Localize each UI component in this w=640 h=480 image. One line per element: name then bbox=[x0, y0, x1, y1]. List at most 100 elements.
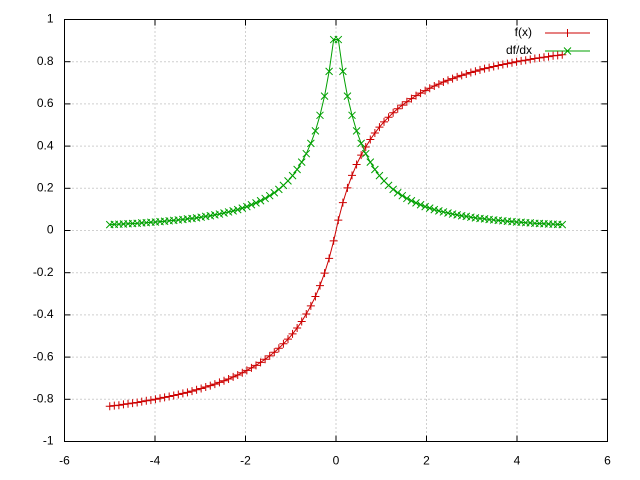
marker bbox=[151, 395, 160, 404]
marker bbox=[439, 208, 448, 216]
marker bbox=[526, 55, 535, 64]
marker bbox=[444, 209, 452, 217]
marker bbox=[105, 402, 114, 411]
marker bbox=[206, 381, 215, 390]
marker bbox=[247, 363, 256, 372]
marker bbox=[407, 196, 416, 205]
marker bbox=[402, 97, 411, 106]
marker bbox=[393, 188, 402, 197]
marker bbox=[462, 69, 471, 78]
marker bbox=[119, 400, 128, 409]
marker bbox=[320, 269, 329, 278]
x-tick-label: -6 bbox=[59, 454, 70, 468]
marker bbox=[311, 127, 320, 135]
marker bbox=[211, 211, 219, 219]
x-tick-label: 6 bbox=[604, 454, 611, 468]
x-tick-label: 4 bbox=[514, 454, 521, 468]
marker bbox=[206, 211, 215, 220]
marker bbox=[398, 191, 407, 200]
marker bbox=[366, 158, 375, 166]
marker bbox=[334, 216, 343, 225]
marker bbox=[215, 210, 224, 218]
marker bbox=[293, 165, 301, 174]
series-line bbox=[109, 54, 563, 407]
marker bbox=[475, 65, 484, 74]
marker bbox=[535, 53, 544, 62]
marker bbox=[320, 92, 329, 100]
marker bbox=[453, 72, 462, 81]
marker bbox=[283, 335, 292, 344]
marker bbox=[220, 376, 229, 385]
marker bbox=[114, 401, 123, 410]
marker bbox=[389, 185, 398, 194]
marker bbox=[558, 220, 567, 229]
marker bbox=[165, 392, 174, 401]
y-tick-label: -0.6 bbox=[33, 349, 54, 363]
y-tick-label: -0.2 bbox=[33, 265, 54, 279]
marker bbox=[288, 171, 297, 180]
marker bbox=[466, 68, 475, 77]
marker bbox=[142, 396, 151, 405]
marker bbox=[316, 111, 324, 120]
marker bbox=[480, 64, 489, 73]
marker bbox=[215, 378, 224, 387]
marker bbox=[544, 52, 553, 61]
marker bbox=[553, 51, 562, 60]
marker bbox=[416, 89, 425, 98]
marker bbox=[485, 63, 494, 72]
marker bbox=[494, 61, 503, 70]
y-tick-label: -0.8 bbox=[33, 391, 54, 405]
marker bbox=[517, 56, 526, 65]
x-tick-label: 2 bbox=[423, 454, 430, 468]
marker bbox=[352, 160, 361, 169]
marker bbox=[229, 207, 238, 215]
marker bbox=[220, 209, 228, 217]
marker bbox=[366, 135, 375, 144]
marker bbox=[370, 129, 379, 138]
marker bbox=[325, 67, 333, 76]
y-tick-label: -1 bbox=[43, 434, 54, 448]
marker bbox=[421, 202, 429, 211]
marker bbox=[343, 183, 352, 192]
y-tick-label: 0.4 bbox=[37, 138, 54, 152]
marker bbox=[192, 385, 201, 394]
legend-label: df/dx bbox=[506, 43, 532, 57]
marker bbox=[471, 67, 480, 76]
marker bbox=[343, 92, 352, 100]
marker bbox=[288, 329, 297, 338]
marker bbox=[403, 194, 411, 203]
marker bbox=[261, 355, 270, 364]
marker bbox=[233, 371, 242, 380]
marker bbox=[306, 301, 315, 310]
marker bbox=[371, 165, 379, 174]
marker bbox=[530, 54, 539, 63]
y-tick-label: -0.4 bbox=[33, 307, 54, 321]
legend-marker bbox=[563, 29, 572, 37]
marker bbox=[412, 91, 421, 100]
marker bbox=[160, 393, 169, 402]
marker bbox=[270, 188, 279, 197]
marker bbox=[512, 57, 521, 66]
marker bbox=[302, 310, 311, 319]
marker bbox=[521, 56, 530, 65]
marker bbox=[210, 380, 219, 389]
marker bbox=[329, 236, 338, 245]
marker bbox=[302, 149, 311, 158]
marker bbox=[156, 394, 165, 403]
marker bbox=[183, 388, 192, 397]
marker bbox=[238, 368, 247, 377]
marker bbox=[197, 213, 206, 222]
marker bbox=[457, 71, 466, 80]
marker bbox=[315, 281, 324, 290]
marker bbox=[421, 86, 430, 95]
marker bbox=[133, 398, 142, 407]
marker bbox=[270, 348, 279, 357]
marker bbox=[256, 358, 265, 367]
marker bbox=[325, 254, 334, 263]
marker bbox=[384, 113, 393, 122]
marker bbox=[503, 59, 512, 68]
marker bbox=[439, 77, 448, 86]
x-tick-label: -2 bbox=[240, 454, 251, 468]
marker bbox=[539, 53, 548, 62]
